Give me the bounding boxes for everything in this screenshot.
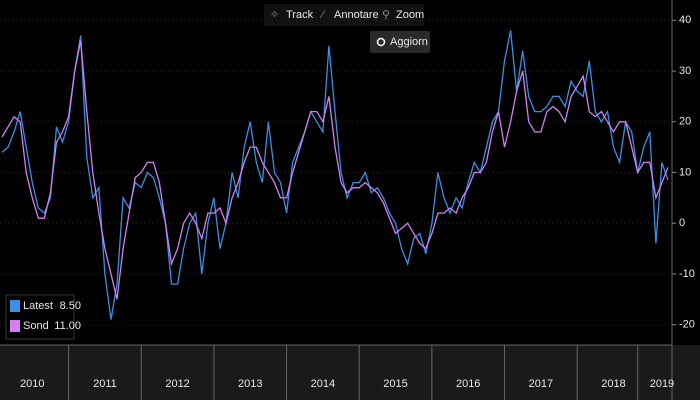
toolbar-track[interactable]: Track [286, 9, 314, 21]
x-tick-label: 2015 [383, 378, 407, 390]
x-tick-label: 2011 [93, 378, 117, 390]
x-tick-label: 2013 [238, 378, 262, 390]
x-tick-label: 2014 [311, 378, 335, 390]
x-tick-label: 2016 [456, 378, 480, 390]
legend-value: 11.00 [54, 320, 81, 332]
toolbar-zoom[interactable]: Zoom [396, 9, 424, 21]
legend-label: Latest [23, 300, 53, 312]
series-line [1, 40, 669, 300]
zoom-icon: ⚲ [382, 9, 390, 21]
annotate-icon: ⁄ [319, 9, 326, 21]
refresh-button[interactable] [370, 31, 430, 53]
refresh-icon [376, 37, 386, 47]
y-tick-label: -10 [679, 268, 695, 280]
y-tick-label: 10 [679, 166, 691, 178]
x-tick-label: 2017 [529, 378, 553, 390]
y-tick-label: 20 [679, 116, 691, 128]
series-line [1, 30, 669, 320]
x-tick-label: 2019 [650, 378, 674, 390]
x-axis-strip [0, 345, 700, 400]
toolbar-annotate[interactable]: Annotare [334, 9, 379, 21]
y-tick-label: 0 [679, 217, 685, 229]
x-tick-label: 2018 [601, 378, 625, 390]
legend-swatch [10, 300, 20, 312]
x-tick-label: 2012 [165, 378, 189, 390]
track-icon: ✧ [270, 9, 279, 21]
legend-value: 8.50 [60, 300, 81, 312]
refresh-label[interactable]: Aggiorn [390, 36, 428, 48]
legend-label: Sond [23, 320, 49, 332]
y-tick-label: 40 [679, 14, 691, 26]
legend-swatch [10, 320, 20, 332]
y-tick-label: 30 [679, 65, 691, 77]
x-tick-label: 2010 [20, 378, 44, 390]
y-tick-label: -20 [679, 319, 695, 331]
